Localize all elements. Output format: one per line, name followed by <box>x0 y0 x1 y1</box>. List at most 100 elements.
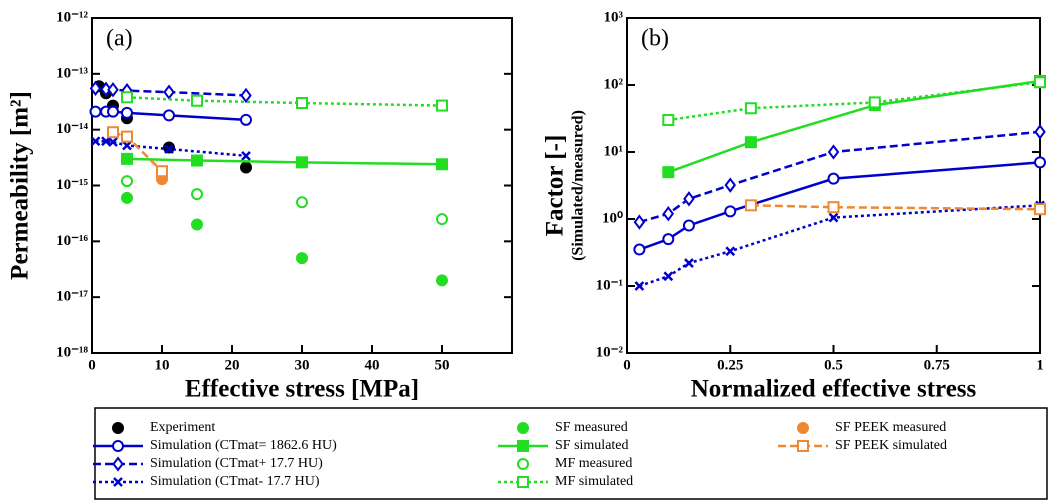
series-line <box>639 130 1041 224</box>
marker <box>121 175 133 188</box>
y-tick-label: 10⁻¹³ <box>56 65 88 81</box>
legend-label: Simulation (CTmat+ 17.7 HU) <box>150 456 323 471</box>
marker <box>517 440 529 452</box>
x-tick-label: 0 <box>623 357 631 373</box>
marker <box>112 440 124 452</box>
marker <box>296 252 308 265</box>
legend-label: SF PEEK simulated <box>835 438 947 453</box>
x-tick-label: 0 <box>88 357 96 373</box>
y-tick-label: 10³ <box>604 9 624 25</box>
marker <box>436 274 448 287</box>
marker <box>744 199 757 212</box>
y-tick-label: 10⁻¹⁷ <box>56 289 88 305</box>
marker <box>122 140 132 151</box>
marker <box>89 80 102 96</box>
y-tick-label: 10¹ <box>604 143 624 159</box>
marker <box>683 191 695 207</box>
marker <box>517 458 529 470</box>
marker <box>1034 124 1046 140</box>
panel-label: (a) <box>106 26 133 52</box>
legend-entry: SF measured <box>555 420 628 435</box>
marker <box>191 154 203 167</box>
legend-entry: MF measured <box>555 456 632 471</box>
marker <box>663 271 674 282</box>
plot-frame <box>626 17 1041 354</box>
marker <box>112 422 124 434</box>
marker <box>112 456 124 472</box>
legend-entry: Experiment <box>150 420 215 435</box>
marker <box>296 196 308 209</box>
x-tick-label: 20 <box>225 357 240 373</box>
marker <box>517 422 529 434</box>
marker <box>828 212 839 223</box>
marker <box>682 219 695 232</box>
marker <box>684 258 694 268</box>
x-tick-label: 50 <box>435 357 450 373</box>
x-tick-label: 30 <box>295 357 310 373</box>
marker <box>107 105 119 118</box>
marker <box>296 97 308 110</box>
marker <box>108 137 118 147</box>
y-tick-label: 10⁻¹ <box>596 277 623 293</box>
marker <box>633 214 646 230</box>
y-tick-label: 10⁰ <box>602 210 623 226</box>
marker <box>436 158 448 171</box>
series-line <box>638 161 1041 251</box>
series-line <box>95 87 247 97</box>
y-axis-title: Factor [-] <box>542 135 569 237</box>
marker <box>725 246 736 257</box>
y-axis-subtitle: (Simulated/measured) <box>570 110 587 261</box>
marker <box>662 233 675 246</box>
x-axis-title: Normalized effective stress <box>691 376 977 403</box>
marker <box>241 150 251 161</box>
marker <box>1034 156 1046 169</box>
panel-label: (b) <box>641 26 669 52</box>
marker <box>797 440 809 452</box>
marker <box>107 126 119 139</box>
legend-label: Simulation (CTmat- 17.7 HU) <box>150 474 320 489</box>
y-axis-title: Permeability [m²] <box>7 91 34 280</box>
marker <box>662 206 675 222</box>
y-tick-label: 10⁻¹² <box>56 9 88 25</box>
marker <box>121 191 133 204</box>
series-line <box>638 204 1041 288</box>
marker <box>240 113 252 126</box>
legend-entry: SF PEEK measured <box>835 420 946 435</box>
marker <box>156 165 168 178</box>
series-line <box>112 131 163 173</box>
marker <box>1034 76 1046 89</box>
legend-label: Simulation (CTmat= 1862.6 HU) <box>150 438 337 453</box>
legend-label: SF simulated <box>555 438 629 453</box>
marker <box>724 205 737 218</box>
marker <box>517 476 529 488</box>
marker <box>100 81 112 97</box>
y-tick-label: 10⁻² <box>596 344 624 360</box>
legend-label: MF measured <box>555 456 632 471</box>
marker <box>121 91 133 104</box>
marker <box>191 188 203 201</box>
marker <box>662 114 675 127</box>
x-tick-label: 10 <box>155 357 170 373</box>
marker <box>121 106 133 119</box>
x-tick-label: 0.25 <box>717 357 743 373</box>
marker <box>797 422 809 434</box>
marker <box>121 152 133 165</box>
marker <box>744 102 757 115</box>
marker <box>662 166 675 179</box>
series-line <box>667 79 1041 174</box>
marker <box>868 96 881 109</box>
marker <box>113 477 123 487</box>
marker <box>163 109 175 122</box>
series-line <box>126 157 443 166</box>
marker <box>1034 203 1046 216</box>
marker <box>296 156 308 169</box>
marker <box>164 144 174 154</box>
marker <box>436 213 448 226</box>
marker <box>240 161 252 174</box>
y-tick-label: 10⁻¹⁸ <box>56 344 88 360</box>
marker <box>633 243 646 256</box>
marker <box>240 87 252 104</box>
plot-frame <box>91 17 513 354</box>
series-line <box>750 204 1041 211</box>
